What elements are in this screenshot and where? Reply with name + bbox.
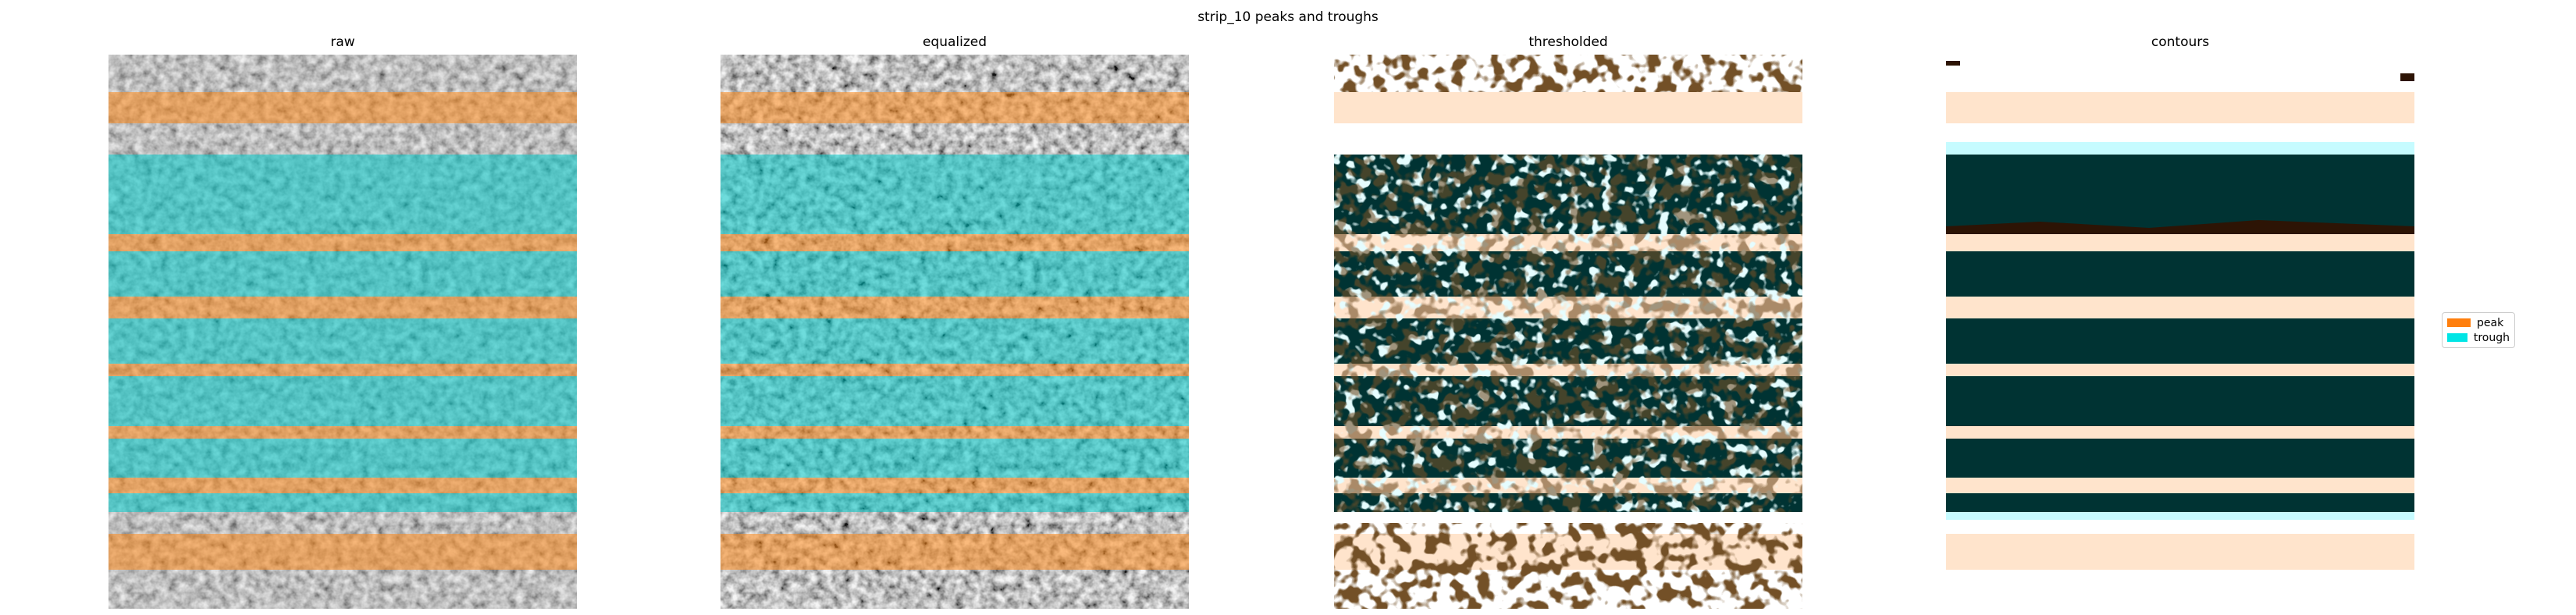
peak-band — [109, 364, 577, 376]
trough-band — [720, 251, 1189, 297]
trough-band — [109, 251, 577, 297]
peak-band — [720, 478, 1189, 493]
peak-edge — [1946, 220, 2414, 236]
panel-title-contours: contours — [2151, 34, 2210, 50]
trough-band — [1946, 155, 2414, 234]
trough-band — [720, 493, 1189, 512]
legend-item-peak: peak — [2447, 315, 2510, 330]
trough-band — [720, 439, 1189, 478]
thresholded-image-panel — [1334, 55, 1802, 609]
dark-speckle-region — [1334, 55, 1802, 92]
legend: peak trough — [2442, 312, 2515, 348]
trough-band — [1946, 318, 2414, 364]
peak-band — [109, 297, 577, 318]
trough-band — [720, 376, 1189, 426]
trough-band — [720, 318, 1189, 364]
peak-band — [109, 92, 577, 123]
peak-band — [109, 534, 577, 570]
peak-band — [109, 426, 577, 439]
trough-band — [1946, 439, 2414, 478]
trough-band — [109, 439, 577, 478]
peak-edge — [1946, 61, 1960, 66]
peak-band — [720, 426, 1189, 439]
peak-band — [720, 234, 1189, 251]
panel-title-thresholded: thresholded — [1528, 34, 1608, 50]
trough-band — [1946, 251, 2414, 297]
dark-speckle-overlay — [1334, 155, 1802, 512]
trough-band — [109, 155, 577, 234]
trough-edge — [1946, 142, 2414, 155]
figure-title: strip_10 peaks and troughs — [1197, 9, 1379, 25]
peak-band — [1946, 297, 2414, 318]
peak-band — [720, 297, 1189, 318]
contours-image-panel — [1946, 55, 2414, 609]
peak-band — [109, 234, 577, 251]
trough-edge — [1946, 512, 2414, 520]
legend-swatch-trough — [2447, 333, 2467, 342]
trough-band — [109, 318, 577, 364]
peak-band — [1334, 92, 1802, 123]
legend-item-trough: trough — [2447, 330, 2510, 345]
panel-title-raw: raw — [330, 34, 355, 50]
peak-band — [1946, 92, 2414, 123]
trough-band — [1946, 376, 2414, 426]
peak-band — [1946, 234, 2414, 251]
legend-swatch-peak — [2447, 318, 2471, 327]
peak-band — [1946, 534, 2414, 570]
trough-band — [720, 155, 1189, 234]
peak-band — [1946, 426, 2414, 439]
raw-image-panel — [109, 55, 577, 609]
trough-band — [109, 493, 577, 512]
legend-label-trough: trough — [2473, 331, 2510, 344]
peak-edge — [2400, 73, 2414, 81]
peak-band — [720, 364, 1189, 376]
trough-band — [109, 376, 577, 426]
peak-band — [109, 478, 577, 493]
peak-band — [1946, 364, 2414, 376]
peak-band — [720, 92, 1189, 123]
dark-speckle-region — [1334, 523, 1802, 609]
peak-band — [1946, 478, 2414, 493]
trough-band — [1946, 493, 2414, 512]
peak-band — [720, 534, 1189, 570]
panel-title-equalized: equalized — [922, 34, 987, 50]
legend-label-peak: peak — [2477, 316, 2504, 329]
equalized-image-panel — [720, 55, 1189, 609]
